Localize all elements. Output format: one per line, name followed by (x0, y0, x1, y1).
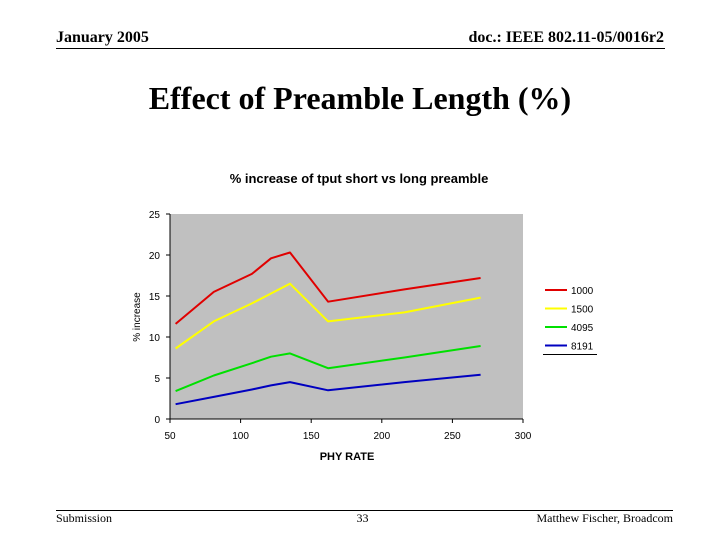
x-tick-label: 50 (164, 431, 176, 442)
series-line-1500 (175, 282, 481, 350)
slide-title: Effect of Preamble Length (%) (148, 80, 572, 116)
legend-label-1500: 1500 (571, 305, 594, 316)
series-line-8191 (175, 373, 481, 406)
footer-rule (56, 510, 673, 511)
y-tick-label: 5 (154, 374, 160, 385)
footer-submission: Submission (56, 511, 113, 525)
footer-page-number: 33 (356, 511, 369, 525)
y-tick-label: 0 (154, 415, 160, 426)
y-tick-label: 20 (149, 251, 161, 262)
x-tick-label: 100 (232, 431, 249, 442)
legend-label-8191: 8191 (571, 342, 594, 353)
legend-label-4095: 4095 (571, 323, 594, 334)
x-tick-label: 300 (515, 431, 532, 442)
header-doc-id: doc.: IEEE 802.11-05/0016r2 (468, 29, 664, 46)
x-tick-label: 150 (303, 431, 320, 442)
y-tick-label: 25 (149, 210, 161, 221)
x-tick-label: 250 (444, 431, 461, 442)
y-tick-label: 10 (149, 333, 161, 344)
header-rule (56, 48, 665, 49)
chart-title: % increase of tput short vs long preambl… (230, 171, 489, 186)
header-date: January 2005 (56, 29, 149, 46)
y-axis-title: % increase (132, 292, 143, 342)
y-tick-label: 15 (149, 292, 161, 303)
series-line-4095 (175, 345, 481, 393)
legend: 1000 1500 4095 8191 (543, 286, 597, 355)
series-line-1000 (174, 251, 481, 325)
footer-author: Matthew Fischer, Broadcom (536, 511, 674, 525)
legend-label-1000: 1000 (571, 286, 594, 297)
x-axis-title: PHY RATE (320, 451, 375, 463)
plot-area (170, 214, 523, 419)
x-tick-label: 200 (373, 431, 390, 442)
